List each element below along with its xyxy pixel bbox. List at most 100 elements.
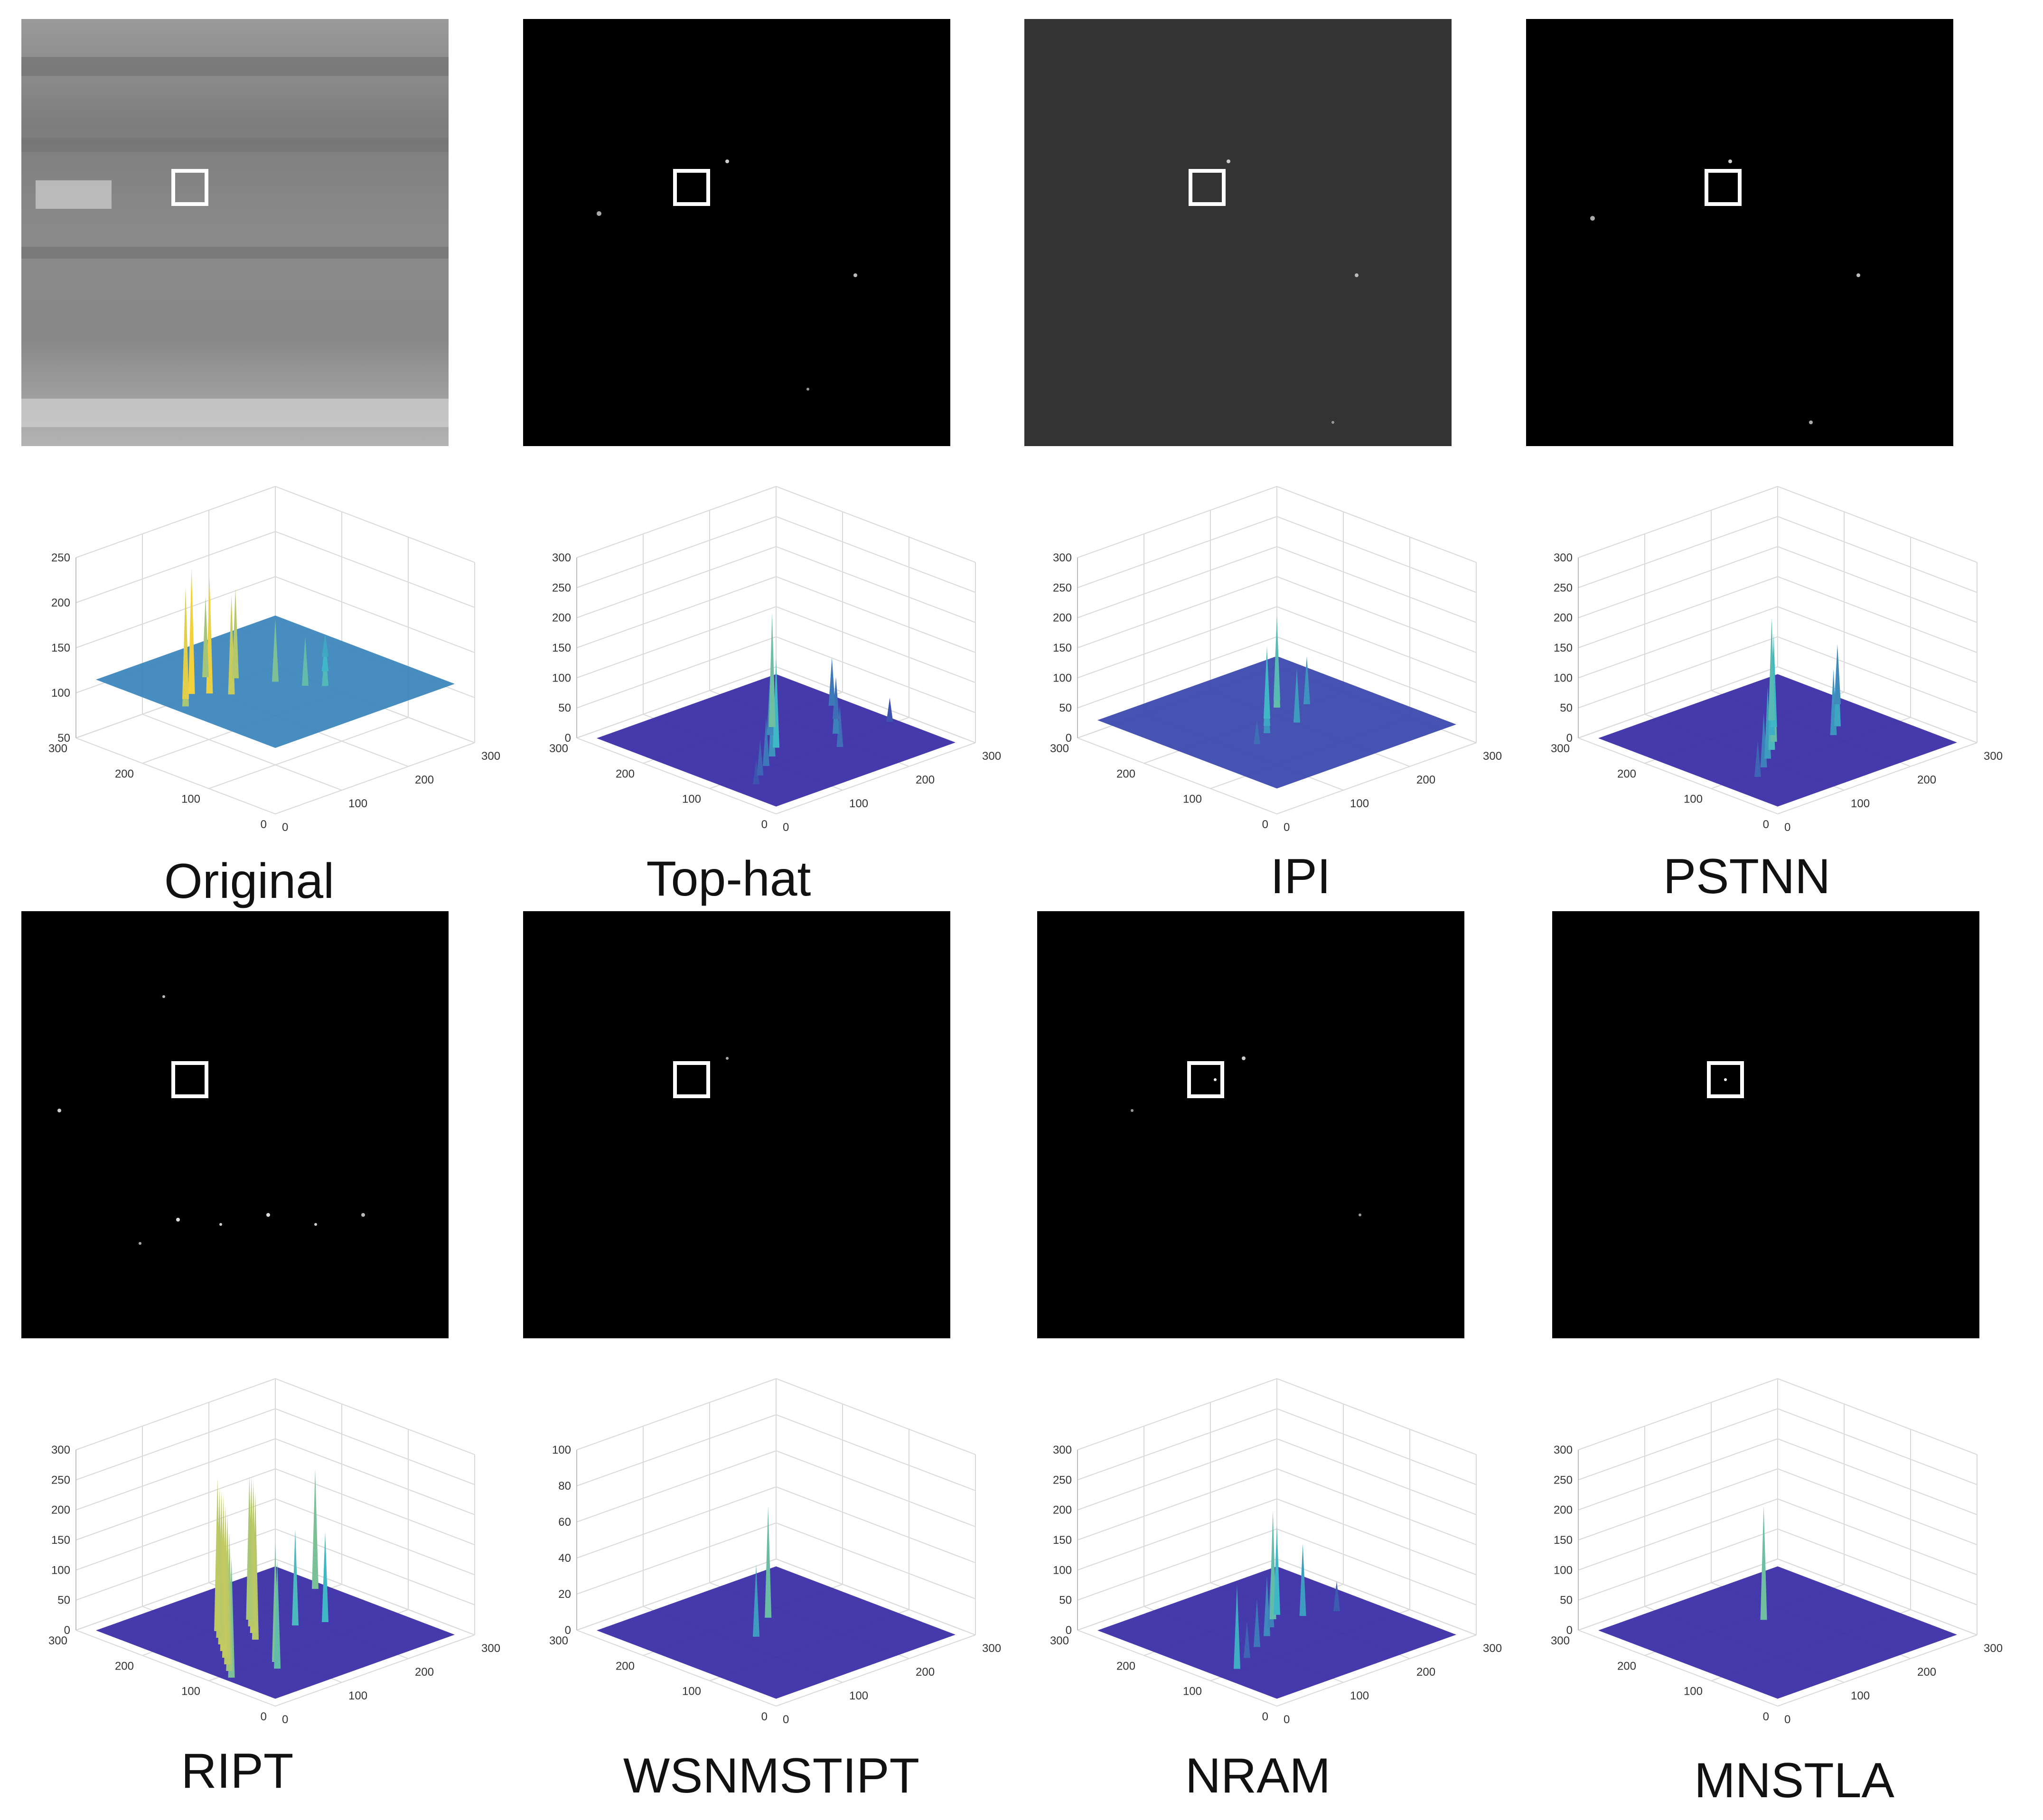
z-tick-label: 200 [1554,1504,1573,1517]
z-tick-label: 300 [51,1444,70,1456]
z-tick-label: 100 [51,687,70,700]
z-tick-label: 0 [565,1624,571,1637]
z-tick-label: 0 [1066,732,1072,745]
y-tick-label: 0 [1262,1710,1268,1723]
original-image [21,19,449,446]
x-tick-label: 100 [348,1689,367,1702]
surface-spike [274,1560,281,1669]
floor-gridline [1578,1630,1778,1707]
wsnmstipt-surface-plot: 0 20 40 60 80 100 0 100 200 300 0 100 200 300 [529,1353,1028,1732]
z-tick-label: 50 [1560,1594,1573,1607]
x-tick-label: 100 [1350,797,1369,810]
floor-gridline [1777,742,1977,814]
x-tick-label: 0 [282,821,288,834]
floor-gridline [776,742,976,814]
surface-spike [1254,1599,1260,1647]
z-tick-label: 150 [552,642,571,654]
z-tick-label: 200 [552,612,571,625]
z-tick-label: 100 [1554,1564,1573,1577]
z-tick-label: 50 [57,732,70,745]
y-tick-label: 0 [1763,1710,1769,1723]
y-tick-label: 100 [181,1685,200,1698]
x-tick-label: 0 [1284,1713,1290,1726]
y-tick-label: 100 [682,1685,701,1698]
z-tick-label: 150 [51,642,70,654]
floor-gridline [576,1559,777,1631]
x-tick-label: 300 [481,1642,500,1655]
z-tick-label: 150 [1554,642,1573,654]
x-tick-label: 0 [783,1713,789,1726]
x-tick-label: 100 [1350,1689,1369,1702]
x-tick-label: 300 [982,1642,1001,1655]
surface-spike [246,1475,253,1620]
x-tick-label: 100 [849,1689,868,1702]
x-tick-label: 200 [1917,1666,1936,1679]
z-tick-label: 300 [1053,1444,1072,1456]
z-tick-label: 0 [1066,1624,1072,1637]
pstnn-image [1526,19,1953,446]
surface-spike [1754,741,1761,777]
y-tick-label: 300 [1050,742,1069,755]
surface-spike [753,760,759,784]
surface-spike [1274,1524,1280,1615]
ipi-image [1024,19,1452,446]
surface-spike [757,739,764,775]
y-tick-label: 100 [1183,1685,1202,1698]
z-tick-label: 200 [1053,612,1072,625]
y-tick-label: 200 [1116,1660,1135,1672]
surface-spike [1303,656,1310,704]
ript-image [21,911,449,1338]
floor-gridline [1077,1630,1277,1707]
y-tick-label: 200 [616,767,635,780]
x-tick-label: 100 [348,797,367,810]
y-tick-label: 300 [1551,1634,1570,1647]
surface-base [1097,656,1456,789]
y-tick-label: 200 [1617,1660,1636,1672]
surface-spike [753,1564,759,1637]
floor-gridline [75,1630,276,1707]
y-tick-label: 300 [549,1634,568,1647]
z-tick-label: 250 [1554,581,1573,594]
floor-gridline [576,666,777,738]
surface-spike [202,596,209,677]
surface-spike [1768,618,1775,720]
y-tick-label: 200 [1617,767,1636,780]
y-tick-label: 200 [115,767,134,780]
floor-gridline [1777,1559,1977,1635]
surface-spike [765,1506,772,1618]
surface-base [597,1566,956,1699]
z-tick-label: 50 [1059,1594,1072,1607]
surface-spike [1293,668,1300,723]
surface-spike [214,1478,221,1631]
z-tick-label: 50 [558,702,571,715]
surface-spike [833,677,839,719]
y-tick-label: 100 [181,793,200,806]
z-tick-label: 200 [1554,612,1573,625]
x-tick-label: 0 [783,821,789,834]
label-mnstla: MNSTLA [1694,1753,1894,1808]
z-tick-label: 300 [1053,551,1072,564]
x-tick-label: 300 [481,750,500,763]
y-tick-label: 300 [1050,1634,1069,1647]
y-tick-label: 100 [1684,1685,1703,1698]
floor-gridline [1777,666,1977,743]
y-tick-label: 0 [761,1710,768,1723]
x-tick-label: 200 [916,1666,935,1679]
x-tick-label: 200 [916,774,935,786]
z-tick-label: 50 [57,1594,70,1607]
x-tick-label: 0 [1284,821,1290,834]
mnstla-image [1552,911,1979,1338]
z-tick-label: 200 [51,597,70,609]
y-tick-label: 100 [1684,793,1703,806]
x-tick-label: 300 [1483,750,1502,763]
z-tick-label: 300 [552,551,571,564]
x-tick-label: 300 [1984,1642,2003,1655]
floor-gridline [776,666,976,743]
z-tick-label: 0 [565,732,571,745]
surface-spike [1234,1585,1240,1669]
floor-gridline [1077,737,1277,814]
